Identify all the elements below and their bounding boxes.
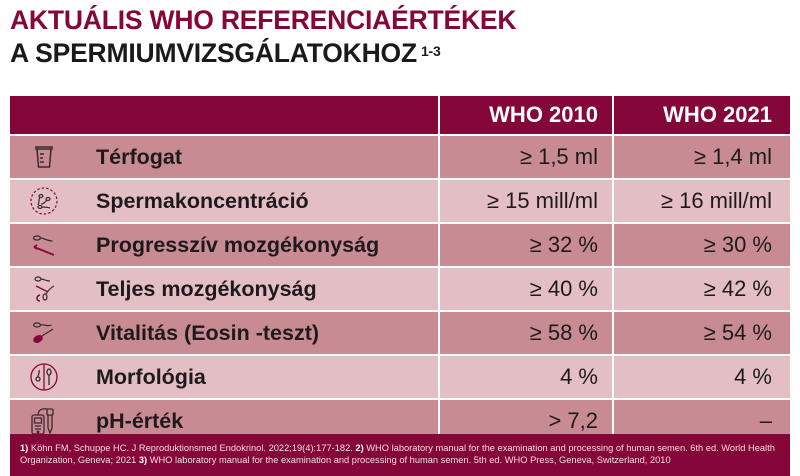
- ref1-text: Köhn FM, Schuppe HC. J Reproduktionsmed …: [28, 443, 356, 453]
- row-label: pH-érték: [96, 408, 184, 433]
- title-line-2-text: A SPERMIUMVIZSGÁLATOKHOZ: [10, 38, 417, 68]
- row-label: Progresszív mozgékonyság: [96, 232, 380, 257]
- who2021-cell: 4 %: [614, 356, 790, 398]
- who2021-cell: ≥ 30 %: [614, 224, 790, 266]
- row-label-cell: Teljes mozgékonyság: [10, 268, 438, 310]
- ref2-text: WHO laboratory manual for the examinatio…: [20, 443, 775, 465]
- row-label: Spermakoncentráció: [96, 188, 309, 213]
- reference-superscript: 1-3: [420, 43, 441, 59]
- who2021-value: –: [759, 408, 772, 433]
- progressive-motility-icon: [26, 229, 62, 261]
- who2010-cell: 4 %: [440, 356, 612, 398]
- who2010-cell: ≥ 15 mill/ml: [440, 180, 612, 222]
- who2021-value: ≥ 42 %: [703, 276, 772, 301]
- who2021-value: ≥ 30 %: [703, 232, 772, 257]
- who2010-value: ≥ 58 %: [529, 320, 598, 345]
- title-line-2: A SPERMIUMVIZSGÁLATOKHOZ 1-3: [10, 37, 516, 70]
- sperm-concentration-icon: [26, 185, 62, 217]
- header-cell-label: [10, 96, 438, 134]
- who2010-cell: ≥ 40 %: [440, 268, 612, 310]
- who2010-value: ≥ 32 %: [529, 232, 598, 257]
- row-label-cell: Spermakoncentráció: [10, 180, 438, 222]
- ref3-number: 3): [138, 455, 148, 465]
- beaker-icon: [26, 141, 62, 173]
- row-label-cell: Progresszív mozgékonyság: [10, 224, 438, 266]
- vitality-icon: [26, 317, 62, 349]
- morphology-icon: [26, 361, 62, 393]
- ref3-text: WHO laboratory manual for the examinatio…: [147, 455, 671, 465]
- who2021-cell: ≥ 54 %: [614, 312, 790, 354]
- who2010-cell: ≥ 58 %: [440, 312, 612, 354]
- ph-meter-icon: [26, 405, 62, 437]
- title-line-1: AKTUÁLIS WHO REFERENCIAÉRTÉKEK: [10, 5, 517, 35]
- who2021-value: ≥ 16 mill/ml: [660, 188, 772, 213]
- who2010-value: ≥ 1,5 ml: [519, 144, 598, 169]
- header-cell-who2021: WHO 2021: [614, 96, 790, 134]
- row-label: Morfológia: [96, 364, 206, 389]
- who2010-value: > 7,2: [548, 408, 598, 433]
- table-row: Morfológia 4 % 4 %: [10, 356, 790, 398]
- who2021-cell: ≥ 16 mill/ml: [614, 180, 790, 222]
- table-row: Vitalitás (Eosin -teszt) ≥ 58 % ≥ 54 %: [10, 312, 790, 354]
- ref1-number: 1): [20, 443, 29, 453]
- row-label-cell: Morfológia: [10, 356, 438, 398]
- who2010-value: ≥ 40 %: [529, 276, 598, 301]
- table-row: Térfogat ≥ 1,5 ml ≥ 1,4 ml: [10, 136, 790, 178]
- references-footer: 1) Köhn FM, Schuppe HC. J Reproduktionsm…: [10, 434, 790, 476]
- row-label: Teljes mozgékonyság: [96, 276, 317, 301]
- who2010-cell: ≥ 32 %: [440, 224, 612, 266]
- who2021-value: ≥ 54 %: [703, 320, 772, 345]
- ref2-number: 2): [355, 443, 364, 453]
- header-cell-who2010: WHO 2010: [440, 96, 612, 134]
- who2010-value: ≥ 15 mill/ml: [486, 188, 598, 213]
- table-row: Teljes mozgékonyság ≥ 40 % ≥ 42 %: [10, 268, 790, 310]
- table-row: Spermakoncentráció ≥ 15 mill/ml ≥ 16 mil…: [10, 180, 790, 222]
- who2021-cell: ≥ 42 %: [614, 268, 790, 310]
- row-label: Térfogat: [96, 144, 182, 169]
- who2021-value: 4 %: [734, 364, 772, 389]
- table-header-row: WHO 2010 WHO 2021: [10, 96, 790, 134]
- table-row: Progresszív mozgékonyság ≥ 32 % ≥ 30 %: [10, 224, 790, 266]
- who2021-cell: ≥ 1,4 ml: [614, 136, 790, 178]
- row-label-cell: Vitalitás (Eosin -teszt): [10, 312, 438, 354]
- who2021-value: ≥ 1,4 ml: [693, 144, 772, 169]
- row-label: Vitalitás (Eosin -teszt): [96, 320, 320, 345]
- page-title: AKTUÁLIS WHO REFERENCIAÉRTÉKEK A SPERMIU…: [10, 4, 517, 70]
- who2010-cell: ≥ 1,5 ml: [440, 136, 612, 178]
- reference-values-table: WHO 2010 WHO 2021 Térfogat ≥ 1,5 ml ≥ 1,…: [10, 96, 790, 444]
- row-label-cell: Térfogat: [10, 136, 438, 178]
- who2010-value: 4 %: [560, 364, 598, 389]
- total-motility-icon: [26, 273, 62, 305]
